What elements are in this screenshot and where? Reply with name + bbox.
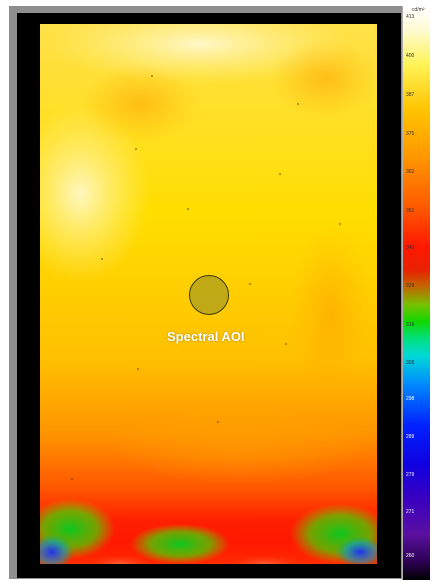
scale-tick-label: 375 <box>406 131 415 137</box>
heatmap-graphic <box>40 24 377 564</box>
scale-tick-label: 413 <box>406 14 415 20</box>
scale-tick-label: 351 <box>406 208 415 214</box>
scale-tick-label: 340 <box>406 245 415 251</box>
spectral-aoi-circle[interactable] <box>189 275 229 315</box>
scale-tick-label: 308 <box>406 360 415 366</box>
scale-unit-label: cd/m² <box>412 7 425 13</box>
scale-tick-label: 289 <box>406 434 415 440</box>
scale-tick-label: 316 <box>406 322 415 328</box>
scale-tick-label: 387 <box>406 92 415 98</box>
luminance-color-scale: cd/m² 413 400 387 375 363 351 340 329 31… <box>402 6 431 580</box>
scale-tick-label: 271 <box>406 509 415 515</box>
scale-tick-label: 400 <box>406 53 415 59</box>
luminance-heatmap[interactable]: Spectral AOI <box>40 24 377 564</box>
scale-tick-label: 260 <box>406 553 415 559</box>
scale-tick-label: 363 <box>406 169 415 175</box>
scale-tick-label: 298 <box>406 396 415 402</box>
color-scale-gradient <box>403 6 430 580</box>
scale-tick-label: 279 <box>406 472 415 478</box>
spectral-aoi-label: Spectral AOI <box>167 329 245 344</box>
scale-tick-label: 329 <box>406 283 415 289</box>
